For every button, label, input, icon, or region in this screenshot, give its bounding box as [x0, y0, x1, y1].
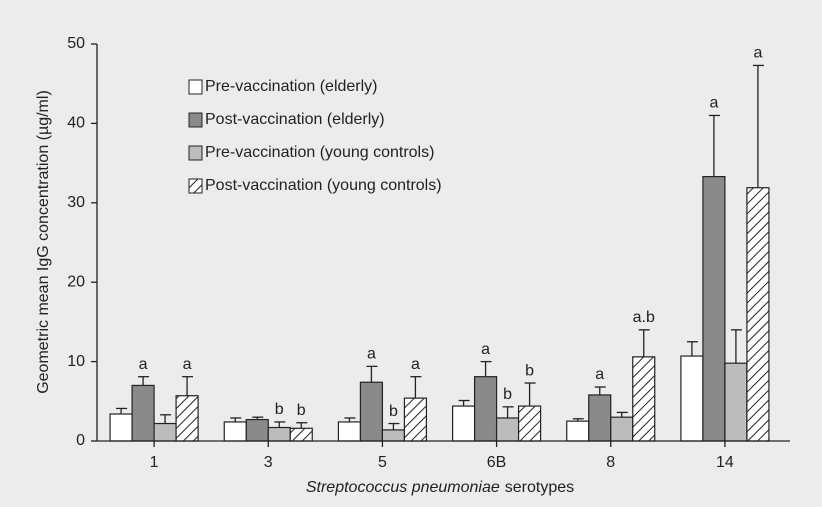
annotation: a.b: [633, 309, 655, 326]
y-tick-label: 0: [76, 432, 85, 449]
bar: [473, 376, 498, 442]
bar: [153, 422, 177, 442]
bar: [724, 362, 748, 442]
bar: [495, 417, 520, 442]
annotation: b: [525, 362, 534, 379]
legend-swatch: [188, 112, 203, 128]
y-axis-label: Geometric mean IgG concentration (µg/ml): [35, 90, 52, 394]
annotation: b: [503, 386, 512, 403]
y-tick-label: 40: [67, 115, 85, 132]
bar: [381, 429, 406, 442]
legend-label: Post-vaccination (elderly): [205, 111, 385, 128]
annotation: a: [753, 45, 762, 62]
annotation: a: [139, 356, 148, 373]
bar: [109, 413, 133, 442]
x-axis-label-italic: Streptococcus pneumoniae: [306, 479, 500, 496]
legend-swatch: [188, 145, 203, 161]
y-tick-label: 20: [67, 273, 85, 290]
legend-label: Pre-vaccination (elderly): [205, 78, 378, 95]
x-axis-label-rest: serotypes: [505, 479, 574, 496]
bar: [403, 397, 428, 442]
annotation: a: [481, 341, 490, 358]
bar: [245, 418, 269, 442]
bar: [610, 416, 634, 442]
bar: [267, 426, 291, 442]
legend-label: Post-vaccination (young controls): [205, 177, 442, 194]
x-tick-label: 3: [264, 454, 273, 471]
y-tick-label: 30: [67, 194, 85, 211]
bar: [680, 355, 704, 442]
bar: [223, 421, 247, 442]
x-tick-label: 8: [606, 454, 615, 471]
y-tick-label: 10: [67, 353, 85, 370]
bar: [175, 395, 199, 442]
bar: [359, 381, 384, 442]
annotation: b: [275, 401, 284, 418]
legend-label: Pre-vaccination (young controls): [205, 144, 434, 161]
bar: [289, 427, 313, 442]
bar: [746, 187, 770, 442]
bar: [337, 421, 362, 442]
bar: [517, 405, 542, 442]
bar: [632, 356, 656, 442]
annotation: b: [297, 402, 306, 419]
bar: [588, 394, 612, 442]
annotation: a: [367, 346, 376, 363]
x-tick-label: 14: [716, 454, 734, 471]
x-tick-label: 6B: [487, 454, 507, 471]
legend-swatch: [188, 79, 203, 95]
x-tick-label: 1: [150, 454, 159, 471]
bar: [702, 175, 726, 442]
annotation: a: [411, 356, 420, 373]
y-tick-label: 50: [67, 35, 85, 52]
annotation: a: [709, 95, 718, 112]
x-axis-label: Streptococcus pneumoniae serotypes: [306, 479, 574, 496]
bar: [451, 405, 476, 442]
annotation: a: [183, 356, 192, 373]
bar: [131, 384, 155, 442]
legend-swatch: [188, 178, 203, 194]
bar: [566, 420, 590, 442]
x-tick-label: 5: [378, 454, 387, 471]
annotation: a: [595, 366, 604, 383]
annotation: b: [389, 403, 398, 420]
